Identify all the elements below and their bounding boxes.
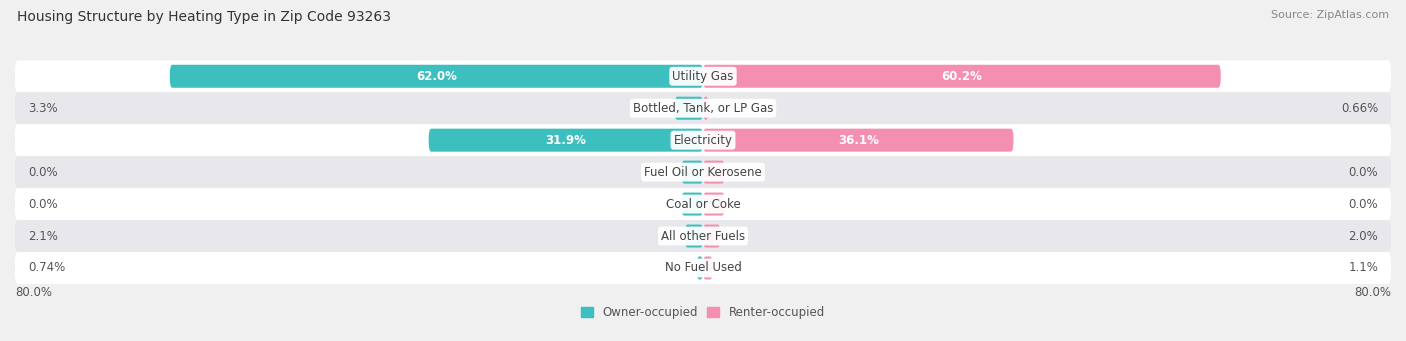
FancyBboxPatch shape <box>15 92 1391 124</box>
FancyBboxPatch shape <box>15 252 1391 284</box>
Text: 3.3%: 3.3% <box>28 102 58 115</box>
FancyBboxPatch shape <box>703 193 724 216</box>
Text: 2.0%: 2.0% <box>1348 229 1378 242</box>
Text: 0.74%: 0.74% <box>28 262 65 275</box>
Legend: Owner-occupied, Renter-occupied: Owner-occupied, Renter-occupied <box>576 301 830 324</box>
Text: 0.0%: 0.0% <box>28 166 58 179</box>
Text: Bottled, Tank, or LP Gas: Bottled, Tank, or LP Gas <box>633 102 773 115</box>
Text: Electricity: Electricity <box>673 134 733 147</box>
Text: 80.0%: 80.0% <box>1354 286 1391 299</box>
Text: 2.1%: 2.1% <box>28 229 58 242</box>
FancyBboxPatch shape <box>682 161 703 183</box>
FancyBboxPatch shape <box>675 97 703 120</box>
FancyBboxPatch shape <box>15 156 1391 188</box>
Text: 0.0%: 0.0% <box>1348 166 1378 179</box>
Text: No Fuel Used: No Fuel Used <box>665 262 741 275</box>
Text: 31.9%: 31.9% <box>546 134 586 147</box>
Text: All other Fuels: All other Fuels <box>661 229 745 242</box>
Text: 1.1%: 1.1% <box>1348 262 1378 275</box>
FancyBboxPatch shape <box>15 188 1391 220</box>
Text: 60.2%: 60.2% <box>942 70 983 83</box>
FancyBboxPatch shape <box>703 224 720 248</box>
Text: Fuel Oil or Kerosene: Fuel Oil or Kerosene <box>644 166 762 179</box>
FancyBboxPatch shape <box>15 60 1391 92</box>
Text: Housing Structure by Heating Type in Zip Code 93263: Housing Structure by Heating Type in Zip… <box>17 10 391 24</box>
FancyBboxPatch shape <box>170 65 703 88</box>
FancyBboxPatch shape <box>703 161 724 183</box>
Text: 62.0%: 62.0% <box>416 70 457 83</box>
Text: 0.0%: 0.0% <box>1348 197 1378 211</box>
Text: 0.0%: 0.0% <box>28 197 58 211</box>
FancyBboxPatch shape <box>15 124 1391 156</box>
Text: Coal or Coke: Coal or Coke <box>665 197 741 211</box>
FancyBboxPatch shape <box>703 129 1014 152</box>
FancyBboxPatch shape <box>703 97 709 120</box>
Text: 80.0%: 80.0% <box>15 286 52 299</box>
FancyBboxPatch shape <box>682 193 703 216</box>
Text: 0.66%: 0.66% <box>1341 102 1378 115</box>
Text: Utility Gas: Utility Gas <box>672 70 734 83</box>
Text: Source: ZipAtlas.com: Source: ZipAtlas.com <box>1271 10 1389 20</box>
FancyBboxPatch shape <box>703 65 1220 88</box>
Text: 36.1%: 36.1% <box>838 134 879 147</box>
FancyBboxPatch shape <box>696 256 703 280</box>
FancyBboxPatch shape <box>703 256 713 280</box>
FancyBboxPatch shape <box>429 129 703 152</box>
FancyBboxPatch shape <box>15 220 1391 252</box>
FancyBboxPatch shape <box>685 224 703 248</box>
